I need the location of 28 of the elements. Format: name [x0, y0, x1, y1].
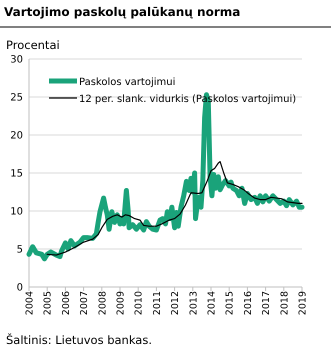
x-tick-label: 2017	[261, 291, 272, 316]
y-tick-label: 30	[10, 54, 23, 66]
x-tick-label: 2018	[279, 291, 290, 316]
x-tick-label: 2012	[170, 291, 182, 316]
x-tick-label: 2014	[206, 291, 218, 316]
y-tick-label: 10	[10, 206, 23, 218]
x-tick-label: 2011	[152, 291, 163, 316]
x-tick-label: 2016	[242, 291, 254, 316]
x-tick-label: 2013	[188, 291, 200, 316]
y-axis-title: Procentai	[6, 38, 60, 52]
y-tick-label: 20	[10, 130, 23, 142]
text: Šaltinis: Lietuvos bankas.	[6, 333, 152, 347]
y-tick-label: 25	[10, 92, 23, 104]
y-tick-label: 0	[16, 282, 23, 294]
x-tick-label: 2009	[116, 291, 126, 316]
x-tick-label: 2008	[97, 291, 108, 316]
x-tick-label: 2010	[134, 291, 145, 316]
line-series	[46, 161, 303, 256]
x-tick-label: 2015	[224, 291, 236, 316]
y-tick-label: 15	[10, 168, 23, 180]
x-tick-label: 2005	[42, 291, 54, 316]
chart-title: Vartojimo paskolų palūkanų norma	[4, 5, 240, 19]
x-tick-label: 2006	[60, 291, 72, 316]
x-tick-label: 2019	[298, 291, 308, 316]
x-tick-label: 2007	[79, 291, 90, 316]
legend-label: Paskolos vartojimui	[79, 77, 176, 88]
y-tick-label: 5	[16, 244, 23, 256]
x-tick-label: 2004	[24, 291, 36, 316]
